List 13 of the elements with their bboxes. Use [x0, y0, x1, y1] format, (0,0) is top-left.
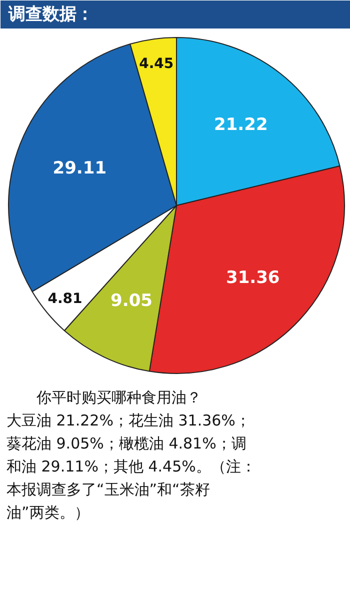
chart-title: 调查数据： — [8, 4, 94, 24]
text: 葵花油 9.05%；橄榄油 4.81%；调 — [6, 434, 246, 452]
text: 大豆油 21.22%；花生油 31.36%； — [6, 412, 250, 430]
data-label: 4.45 — [139, 56, 174, 72]
text: 油”两类。） — [6, 504, 90, 522]
data-label: 9.05 — [110, 290, 153, 311]
text: 和油 29.11%；其他 4.45%。（注： — [6, 458, 256, 476]
data-label: 29.11 — [52, 158, 107, 179]
data-label: 21.22 — [214, 115, 268, 136]
text: 你平时购买哪种食用油？ — [6, 388, 202, 406]
data-label: 4.81 — [48, 290, 82, 307]
data-label: 31.36 — [226, 268, 280, 288]
text: 本报调查多了“玉米油”和“茶籽 — [6, 480, 210, 498]
